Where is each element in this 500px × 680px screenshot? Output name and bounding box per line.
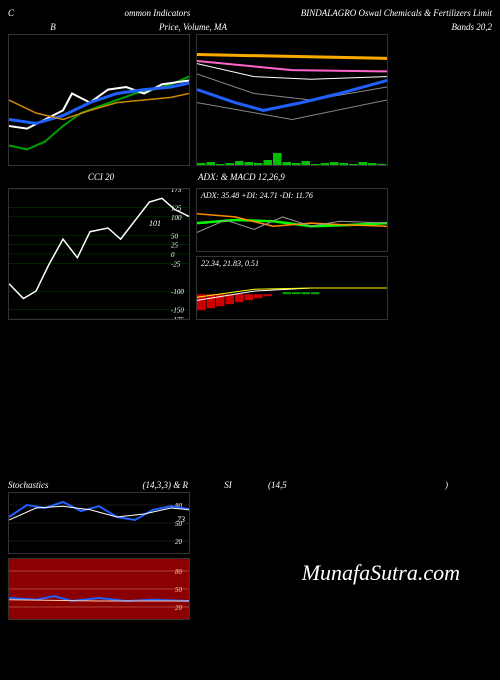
cci-value: 101 bbox=[149, 219, 161, 228]
adx-text: ADX: 35.48 +DI: 24.71 -DI: 11.76 bbox=[201, 191, 313, 200]
stoch-header: Stochastics (14,3,3) & R SI (14,5 ) bbox=[8, 480, 492, 490]
header-center: ommon Indicators bbox=[125, 8, 191, 18]
price-label: Price, Volume, MA bbox=[98, 22, 288, 32]
rsi-close: ) bbox=[348, 480, 448, 490]
svg-text:100: 100 bbox=[171, 214, 182, 222]
chart-rsi-svg: 80 50 20 bbox=[9, 559, 189, 619]
svg-text:50: 50 bbox=[171, 232, 179, 240]
svg-text:20: 20 bbox=[175, 538, 183, 546]
row2: 17512510050250-25-100-150-175 101 ADX: 3… bbox=[8, 188, 492, 320]
svg-text:20: 20 bbox=[175, 604, 183, 612]
chart-macd: 22.34, 21.83, 0.51 bbox=[196, 256, 388, 320]
si-label: SI bbox=[188, 480, 268, 490]
chart-b bbox=[8, 34, 190, 166]
stoch-params: (14,3,3) & R bbox=[68, 480, 188, 490]
macd-text: 22.34, 21.83, 0.51 bbox=[201, 259, 259, 268]
svg-text:-150: -150 bbox=[171, 307, 184, 315]
adx-title: ADX: & MACD 12,26,9 bbox=[194, 172, 388, 182]
svg-text:-25: -25 bbox=[171, 260, 181, 268]
stoch-value: 73 bbox=[177, 515, 185, 524]
header-row: C ommon Indicators BINDALAGRO Oswal Chem… bbox=[8, 8, 492, 18]
chart-rsi: 80 50 20 bbox=[8, 558, 190, 620]
row1 bbox=[8, 34, 492, 166]
svg-text:0: 0 bbox=[171, 251, 175, 259]
bands-label: Bands 20,2 bbox=[288, 22, 492, 32]
rsi-params: (14,5 bbox=[268, 480, 348, 490]
subheader-row: B Price, Volume, MA Bands 20,2 bbox=[8, 22, 492, 32]
b-label: B bbox=[8, 22, 98, 32]
svg-text:-175: -175 bbox=[171, 316, 184, 319]
header-right: BINDALAGRO Oswal Chemicals & Fertilizers… bbox=[301, 8, 492, 18]
chart-cci: 17512510050250-25-100-150-175 101 bbox=[8, 188, 190, 320]
chart-b-svg bbox=[9, 35, 189, 165]
chart-stoch: 805020 73 bbox=[8, 492, 190, 554]
svg-text:175: 175 bbox=[171, 189, 182, 194]
row2-labels: CCI 20 ADX: & MACD 12,26,9 bbox=[8, 172, 492, 182]
header-left: C bbox=[8, 8, 14, 18]
chart-adx: ADX: 35.48 +DI: 24.71 -DI: 11.76 bbox=[196, 188, 388, 252]
chart-stoch-svg: 805020 bbox=[9, 493, 189, 553]
stoch-label: Stochastics bbox=[8, 480, 68, 490]
right-stack: ADX: 35.48 +DI: 24.71 -DI: 11.76 22.34, … bbox=[196, 188, 388, 320]
svg-text:50: 50 bbox=[175, 586, 183, 594]
watermark: MunafaSutra.com bbox=[302, 560, 460, 586]
cci-title: CCI 20 bbox=[8, 172, 194, 182]
svg-text:25: 25 bbox=[171, 242, 179, 250]
chart-cci-svg: 17512510050250-25-100-150-175 bbox=[9, 189, 189, 319]
svg-text:-100: -100 bbox=[171, 288, 184, 296]
chart-price-svg bbox=[197, 35, 387, 165]
svg-text:80: 80 bbox=[175, 568, 183, 576]
chart-price bbox=[196, 34, 388, 166]
